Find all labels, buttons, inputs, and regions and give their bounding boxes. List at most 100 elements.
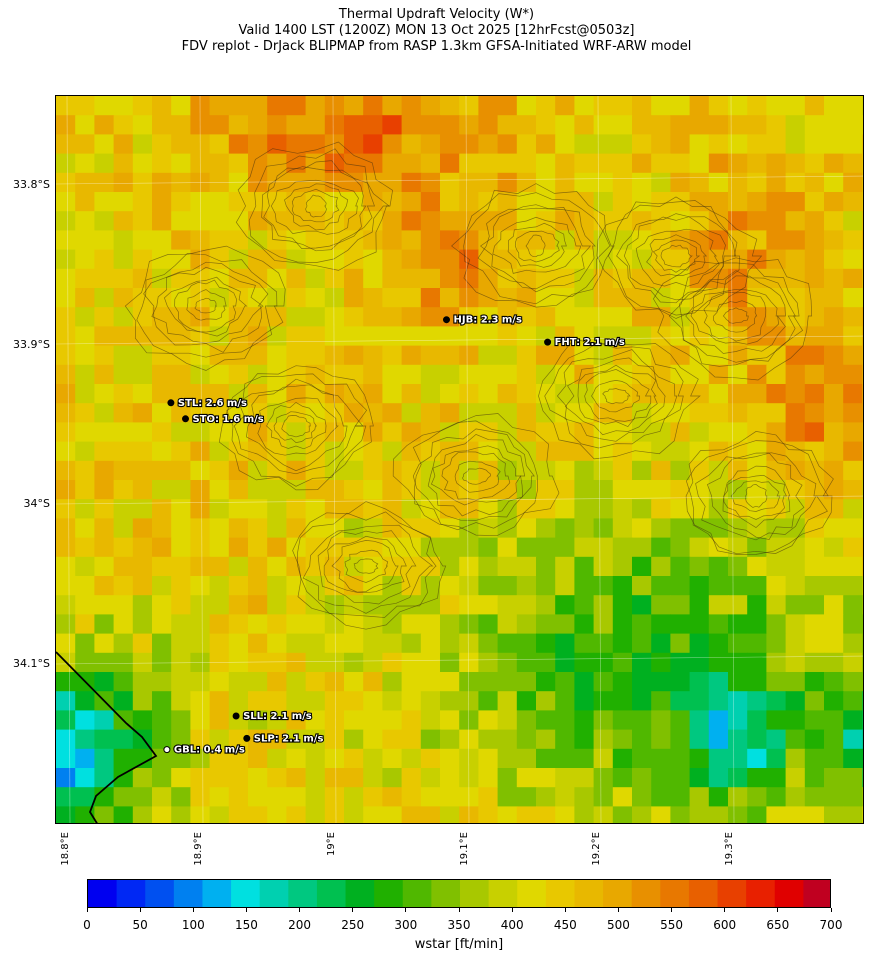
- wstar-cell: [248, 691, 268, 711]
- wstar-cell: [497, 345, 518, 366]
- wstar-cell: [497, 672, 518, 692]
- wstar-cell: [248, 230, 268, 251]
- wstar-cell: [267, 172, 287, 193]
- wstar-cell: [56, 249, 76, 270]
- wstar-cell: [766, 806, 787, 823]
- wstar-cell: [824, 633, 844, 654]
- wstar-cell: [94, 576, 115, 596]
- station-marker[interactable]: [182, 415, 189, 423]
- wstar-cell: [305, 768, 326, 788]
- wstar-cell: [152, 230, 172, 251]
- colorbar-swatch: [545, 880, 575, 907]
- map-panel[interactable]: HJB: 2.3 m/s FHT: 2.1 m/s STL: 2.6 m/s STO:…: [55, 95, 864, 824]
- wstar-cell: [747, 460, 767, 481]
- wstar-cell: [708, 480, 729, 500]
- wstar-cell: [824, 230, 844, 251]
- wstar-cell: [209, 192, 230, 212]
- wstar-cell: [632, 96, 652, 116]
- wstar-cell: [324, 134, 345, 155]
- station-marker[interactable]: [232, 712, 240, 720]
- wstar-cell: [286, 307, 307, 327]
- wstar-cell: [190, 499, 211, 519]
- wstar-cell: [555, 768, 575, 788]
- wstar-cell: [459, 384, 479, 404]
- wstar-cell: [382, 172, 403, 193]
- wstar-cell: [536, 729, 556, 750]
- wstar-cell: [689, 211, 710, 231]
- wstar-cell: [766, 134, 787, 155]
- wstar-cell: [478, 384, 499, 404]
- wstar-cell: [113, 192, 134, 212]
- wstar-cell: [862, 480, 863, 500]
- wstar-cell: [132, 211, 153, 231]
- station-marker[interactable]: [243, 734, 251, 742]
- wstar-cell: [401, 307, 422, 327]
- station-marker[interactable]: [167, 399, 175, 407]
- wstar-cell: [248, 672, 268, 692]
- station-marker[interactable]: [544, 338, 552, 346]
- wstar-cell: [632, 595, 652, 615]
- wstar-cell: [785, 268, 806, 289]
- wstar-cell: [152, 441, 172, 462]
- wstar-cell: [747, 441, 767, 462]
- wstar-cell: [728, 364, 748, 385]
- wstar-cell: [843, 96, 863, 116]
- wstar-cell: [478, 364, 499, 385]
- wstar-cell: [305, 115, 326, 135]
- wstar-cell: [478, 710, 499, 731]
- wstar-cell: [862, 115, 863, 135]
- wstar-cell: [804, 384, 825, 404]
- wstar-cell: [843, 115, 863, 135]
- wstar-cell: [305, 134, 326, 155]
- wstar-cell: [305, 288, 326, 308]
- station-marker[interactable]: [163, 746, 171, 754]
- wstar-cell: [305, 787, 326, 807]
- wstar-cell: [555, 672, 575, 692]
- wstar-cell: [171, 556, 191, 577]
- wstar-cell: [766, 364, 787, 385]
- wstar-cell: [632, 537, 652, 558]
- wstar-cell: [401, 115, 422, 135]
- wstar-cell: [747, 729, 767, 750]
- wstar-cell: [651, 806, 671, 823]
- colorbar-swatch: [717, 880, 747, 907]
- wstar-cell: [766, 384, 787, 404]
- wstar-cell: [728, 249, 748, 270]
- wstar-cell: [228, 153, 249, 174]
- wstar-cell: [56, 172, 76, 193]
- wstar-cell: [862, 364, 863, 385]
- wstar-cell: [689, 192, 710, 212]
- wstar-cell: [536, 460, 556, 481]
- wstar-cell: [785, 652, 806, 673]
- wstar-cell: [267, 345, 287, 366]
- wstar-cell: [171, 345, 191, 366]
- wstar-cell: [651, 441, 671, 462]
- wstar-cell: [209, 614, 230, 635]
- wstar-cell: [785, 364, 806, 385]
- station-marker[interactable]: [443, 316, 450, 324]
- wstar-cell: [94, 518, 115, 539]
- wstar-cell: [612, 460, 633, 481]
- wstar-cell: [248, 576, 268, 596]
- wstar-cell: [593, 537, 614, 558]
- wstar-cell: [708, 518, 729, 539]
- wstar-cell: [267, 652, 287, 673]
- wstar-cell: [670, 499, 691, 519]
- wstar-cell: [689, 460, 710, 481]
- wstar-cell: [785, 172, 806, 193]
- wstar-cell: [190, 422, 211, 443]
- colorbar-swatch: [488, 880, 518, 907]
- wstar-cell: [651, 748, 671, 769]
- wstar-cell: [862, 806, 863, 823]
- wstar-cell: [593, 134, 614, 155]
- wstar-cell: [612, 441, 633, 462]
- wstar-cell: [536, 652, 556, 673]
- wstar-cell: [152, 672, 172, 692]
- wstar-cell: [804, 576, 825, 596]
- wstar-cell: [209, 441, 230, 462]
- wstar-cell: [766, 192, 787, 212]
- wstar-cell: [497, 364, 518, 385]
- wstar-cell: [708, 672, 729, 692]
- wstar-cell: [785, 307, 806, 327]
- wstar-cell: [344, 672, 364, 692]
